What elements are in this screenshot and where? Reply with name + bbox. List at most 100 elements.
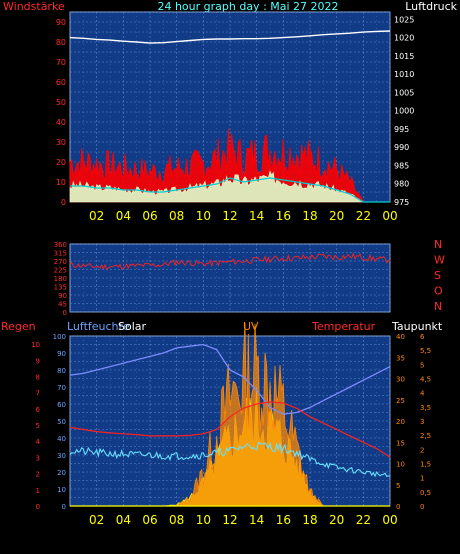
- pressure-y-tick-label: 1015: [394, 52, 414, 61]
- winddir-y-tick-label: 0: [63, 309, 67, 317]
- uv-y-tick-label: 4: [420, 390, 425, 398]
- winddir-y-tick-label: 270: [54, 258, 67, 266]
- wind-y-tick-label: 10: [56, 178, 66, 187]
- wind-y-tick-label: 50: [56, 98, 66, 107]
- rain-y-tick-label: 1: [36, 487, 40, 495]
- rain-y-tick-label: 0: [36, 503, 40, 511]
- rain-y-tick-label: 7: [36, 390, 40, 398]
- winddir-y-tick-label: 225: [54, 267, 67, 275]
- compass-label: O: [434, 285, 443, 298]
- x-tick-label: 08: [169, 513, 184, 527]
- rain-y-tick-label: 6: [36, 406, 41, 414]
- winddir-y-tick-label: 315: [54, 250, 67, 258]
- uv-y-tick-label: 5: [420, 361, 424, 369]
- x-tick-label: 06: [142, 513, 157, 527]
- x-tick-label: 16: [276, 209, 291, 223]
- temperature-y-tick-label: 10: [396, 461, 405, 469]
- humidity-y-tick-label: 30: [57, 452, 66, 460]
- uv-y-tick-label: 2: [420, 446, 424, 454]
- wind-direction-series: [69, 252, 391, 270]
- temperature-y-tick-label: 0: [396, 503, 400, 511]
- x-tick-label: 14: [249, 513, 264, 527]
- winddir-y-tick-label: 45: [58, 301, 67, 309]
- uv-y-tick-label: 2,5: [420, 432, 431, 440]
- rain-y-tick-label: 8: [36, 373, 40, 381]
- pressure-y-tick-label: 1020: [394, 34, 414, 43]
- wind-average-series: [70, 177, 390, 203]
- temperature-series: [69, 401, 391, 458]
- dewpoint-label: Taupunkt: [391, 320, 443, 333]
- compass-label: N: [434, 300, 442, 313]
- wind-y-tick-label: 60: [56, 78, 66, 87]
- uv-y-tick-label: 1,5: [420, 461, 431, 469]
- wind-y-tick-label: 0: [61, 198, 66, 207]
- x-tick-label: 00: [382, 513, 397, 527]
- temperature-y-tick-label: 20: [396, 418, 405, 426]
- temperature-y-tick-label: 35: [396, 354, 405, 362]
- wind-y-tick-label: 20: [56, 158, 66, 167]
- humidity-y-tick-label: 90: [57, 350, 66, 358]
- pressure-series: [69, 30, 391, 44]
- pressure-y-tick-label: 985: [394, 161, 409, 170]
- solar-label: Solar: [118, 320, 147, 333]
- uv-y-tick-label: 0,5: [420, 489, 431, 497]
- temperature-y-tick-label: 5: [396, 482, 400, 490]
- x-tick-label: 04: [116, 209, 131, 223]
- pressure-y-tick-label: 1000: [394, 107, 414, 116]
- humidity-y-tick-label: 40: [57, 435, 66, 443]
- dewpoint-series: [69, 441, 391, 478]
- humidity-y-tick-label: 60: [57, 401, 66, 409]
- wind-y-tick-label: 30: [56, 138, 66, 147]
- x-tick-label: 10: [196, 209, 211, 223]
- pressure-y-tick-label: 995: [394, 125, 409, 134]
- pressure-y-tick-label: 1010: [394, 70, 414, 79]
- humidity-series: [69, 343, 391, 415]
- x-tick-label: 02: [89, 513, 104, 527]
- humidity-y-tick-label: 0: [62, 503, 66, 511]
- humidity-y-tick-label: 20: [57, 469, 66, 477]
- temperature-y-tick-label: 40: [396, 333, 405, 341]
- compass-label: N: [434, 238, 442, 251]
- x-tick-label: 06: [142, 209, 157, 223]
- temperature-y-tick-label: 15: [396, 439, 405, 447]
- humidity-label: Luftfeuchte: [67, 320, 130, 333]
- pressure-y-tick-label: 1025: [394, 15, 414, 24]
- winddir-y-tick-label: 360: [54, 241, 67, 249]
- winddir-y-tick-label: 135: [54, 284, 67, 292]
- pressure-y-tick-label: 980: [394, 180, 409, 189]
- left-axis-title: Windstärke: [3, 0, 65, 13]
- wind-gust-series: [69, 170, 390, 203]
- rain-y-tick-label: 5: [36, 422, 40, 430]
- uv-y-tick-label: 6: [420, 333, 425, 341]
- compass-label: S: [434, 269, 441, 282]
- rain-y-tick-label: 4: [36, 438, 41, 446]
- wind-y-tick-label: 70: [56, 58, 66, 67]
- wind-y-tick-label: 90: [56, 18, 66, 27]
- x-tick-label: 12: [222, 513, 237, 527]
- x-tick-label: 12: [222, 209, 237, 223]
- humidity-y-tick-label: 50: [57, 418, 66, 426]
- uv-y-tick-label: 1: [420, 475, 424, 483]
- x-tick-label: 20: [329, 513, 344, 527]
- x-tick-label: 00: [382, 209, 397, 223]
- x-tick-label: 08: [169, 209, 184, 223]
- winddir-y-tick-label: 90: [58, 292, 67, 300]
- rain-y-tick-label: 9: [36, 357, 40, 365]
- temperature-y-tick-label: 25: [396, 397, 405, 405]
- x-tick-label: 14: [249, 209, 264, 223]
- x-tick-label: 20: [329, 209, 344, 223]
- wind-y-tick-label: 80: [56, 38, 66, 47]
- x-tick-label: 02: [89, 209, 104, 223]
- x-tick-label: 22: [356, 513, 371, 527]
- rain-y-tick-label: 3: [36, 454, 40, 462]
- x-tick-label: 10: [196, 513, 211, 527]
- uv-y-tick-label: 4,5: [420, 376, 431, 384]
- x-tick-label: 04: [116, 513, 131, 527]
- rain-y-tick-label: 10: [31, 341, 40, 349]
- uv-y-tick-label: 3,5: [420, 404, 431, 412]
- x-tick-label: 18: [302, 513, 317, 527]
- humidity-y-tick-label: 80: [57, 367, 66, 375]
- uv-y-tick-label: 5,5: [420, 347, 431, 355]
- pressure-y-tick-label: 1005: [394, 88, 414, 97]
